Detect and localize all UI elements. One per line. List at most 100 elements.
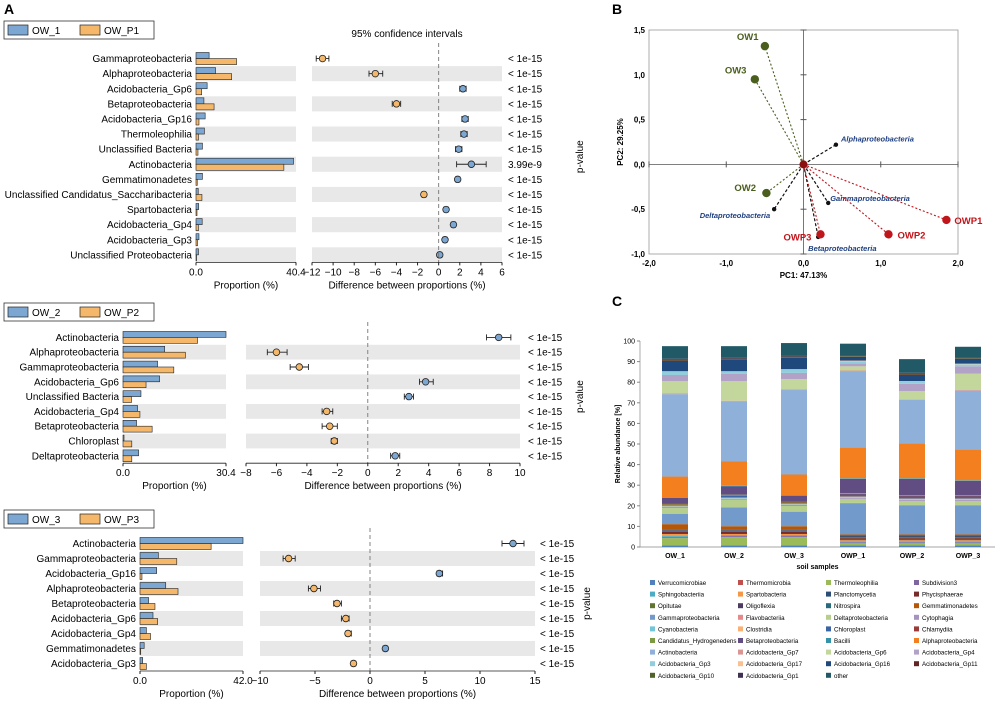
- diff-tick-label: 0: [365, 468, 371, 479]
- diff-tick-label: 0: [367, 676, 373, 687]
- sample-label: OW2: [734, 183, 756, 194]
- category-label: Thermoleophilia: [121, 130, 193, 141]
- legend-swatch: [738, 649, 743, 655]
- bar-group-b: [139, 633, 151, 640]
- diff-point: [371, 69, 380, 78]
- stack-segment: [721, 529, 747, 531]
- bar-group-b: [122, 411, 141, 418]
- stack-segment: [662, 503, 688, 505]
- stack-segment: [781, 511, 807, 527]
- diff-tick-label: −5: [309, 676, 321, 687]
- legend-label-a: OW_2: [32, 308, 61, 319]
- stack-segment: [955, 496, 981, 499]
- stack-segment: [721, 371, 747, 374]
- legend-swatch: [826, 591, 831, 597]
- row-stripe: [312, 66, 502, 82]
- stack-segment: [721, 359, 747, 372]
- y-tick-label: -1,0: [631, 250, 645, 259]
- sample-vector: [766, 163, 804, 194]
- stack-segment: [781, 495, 807, 502]
- p-value: 3.99e-9: [508, 160, 542, 171]
- stack-segment: [899, 543, 925, 546]
- row-stripe: [246, 404, 520, 419]
- legend-label: Candidatus_Hydrogenedens: [658, 638, 736, 645]
- p-value: < 1e-15: [540, 614, 575, 625]
- category-label: Acidobacteria_Gp3: [51, 659, 136, 670]
- y-tick-label: 1,0: [634, 71, 646, 80]
- stack-segment: [955, 346, 981, 358]
- stack-segment: [955, 545, 981, 546]
- bar-group-a: [195, 233, 200, 241]
- legend-swatch: [738, 614, 743, 620]
- ci-title: 95% confidence intervals: [351, 29, 462, 40]
- bar-group-b: [195, 209, 198, 216]
- stack-segment: [840, 363, 866, 367]
- stack-segment: [721, 371, 747, 372]
- diff-tick-label: −4: [391, 267, 403, 278]
- legend-swatch: [914, 614, 919, 620]
- diff-point: [421, 378, 430, 386]
- p-value: < 1e-15: [528, 348, 563, 359]
- legend-swatch: [650, 638, 655, 643]
- bar-group-a: [122, 375, 160, 383]
- diff-point: [453, 175, 462, 184]
- prop-axis-title: Proportion (%): [214, 280, 278, 291]
- y-tick-label: -0,5: [631, 205, 645, 214]
- bar-group-b: [195, 254, 197, 262]
- stack-segment: [781, 355, 807, 357]
- stack-segment: [899, 495, 925, 496]
- diff-point: [310, 584, 318, 593]
- stack-segment: [899, 443, 925, 479]
- stack-segment: [662, 497, 688, 498]
- x-tick-label: -1,0: [719, 259, 733, 268]
- legend-swatch: [650, 649, 655, 655]
- prop-tick-label: 40.4: [286, 267, 306, 278]
- sample-point: [760, 41, 770, 51]
- stack-segment: [781, 534, 807, 536]
- prop-tick-label: 0.0: [133, 676, 147, 687]
- stack-segment: [781, 531, 807, 533]
- stack-segment: [899, 538, 925, 540]
- legend-label: Acidobacteria_Gp16: [834, 661, 891, 668]
- stack-segment: [955, 538, 981, 540]
- category-label: Betaproteobacteria: [107, 99, 192, 110]
- bar-group-b: [195, 133, 199, 141]
- legend-swatch: [738, 672, 743, 678]
- stack-segment: [840, 503, 866, 535]
- legend-label: Chloroplast: [834, 626, 866, 633]
- diff-point: [349, 659, 358, 668]
- legend-label: Alphaproteobacteria: [922, 638, 978, 645]
- stack-segment: [781, 503, 807, 505]
- stack-segment: [662, 513, 688, 525]
- bar-group-b: [195, 239, 198, 247]
- stack-segment: [721, 537, 747, 546]
- stack-segment: [781, 343, 807, 356]
- legend-label-b: OW_P3: [104, 515, 139, 526]
- legend-swatch: [914, 580, 919, 585]
- stack-segment: [955, 505, 981, 535]
- stack-segment: [840, 543, 866, 546]
- stack-segment: [721, 485, 747, 487]
- stack-segment: [840, 478, 866, 479]
- p-value: < 1e-15: [508, 84, 543, 95]
- legend-label-b: OW_P1: [104, 26, 139, 37]
- stack-segment: [721, 498, 747, 499]
- diff-point: [322, 407, 331, 416]
- stack-segment: [955, 504, 981, 506]
- stack-segment: [955, 480, 981, 481]
- legend-label: Deltaproteobacteria: [834, 615, 889, 622]
- stack-segment: [955, 358, 981, 359]
- bar-group-b: [139, 543, 212, 550]
- stack-segment: [955, 498, 981, 500]
- diff-tick-label: −6: [271, 468, 283, 479]
- stack-segment: [662, 513, 688, 514]
- diff-point: [455, 145, 463, 153]
- y-tick-label: 30: [627, 483, 635, 490]
- stack-segment: [662, 393, 688, 395]
- stack-segment: [899, 374, 925, 375]
- stack-segment: [721, 530, 747, 531]
- stack-segment: [955, 363, 981, 365]
- p-value: < 1e-15: [540, 629, 575, 640]
- category-label: Gammaproteobacteria: [20, 363, 120, 374]
- stack-segment: [721, 532, 747, 535]
